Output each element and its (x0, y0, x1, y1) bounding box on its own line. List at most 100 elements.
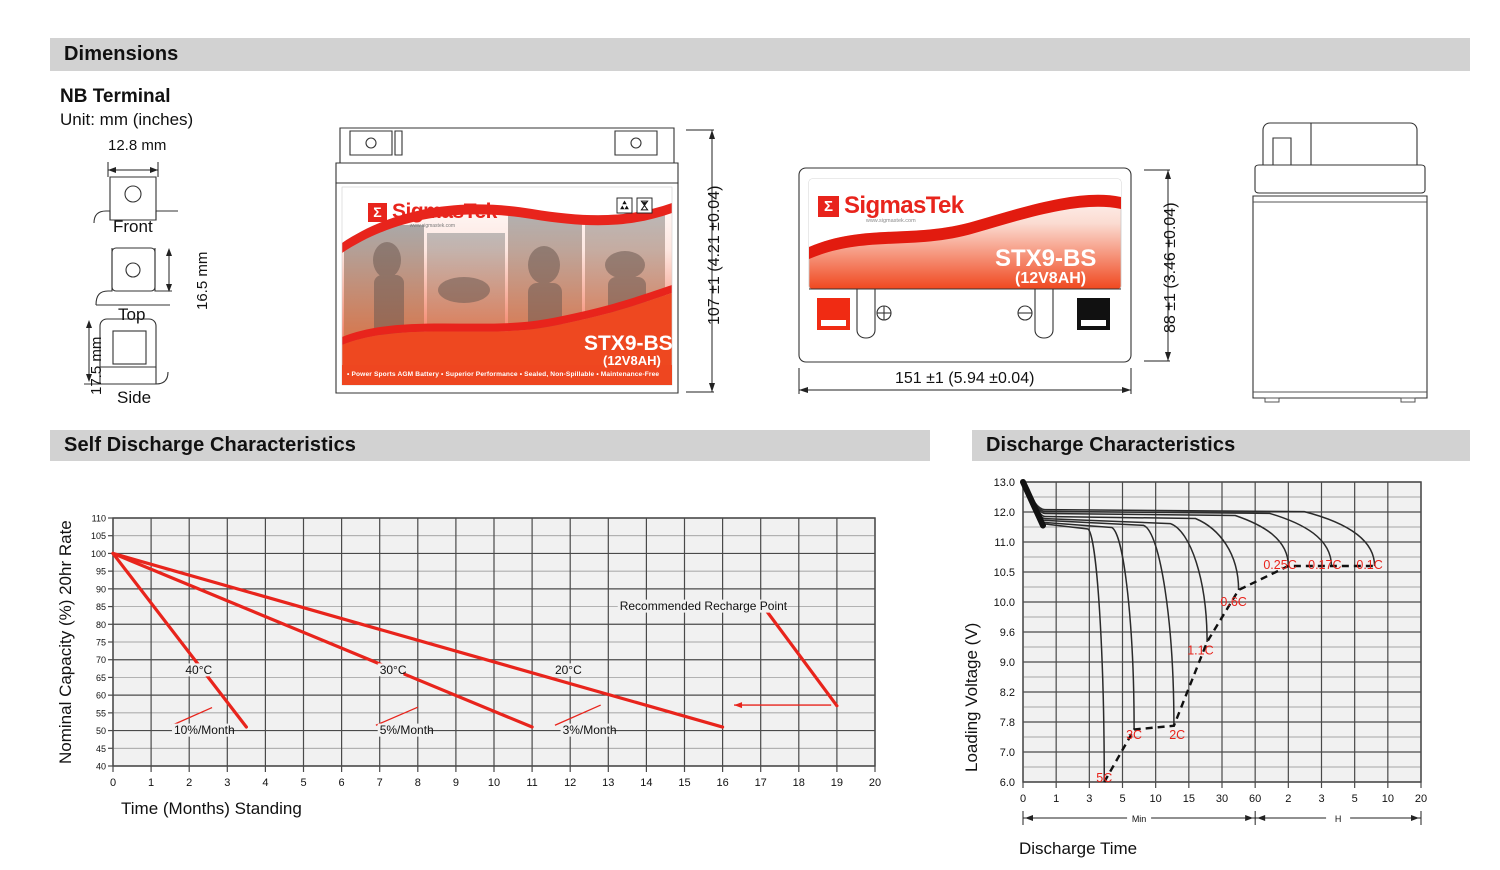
battery-end-view (1245, 120, 1435, 405)
x-tick-label: 3 (1318, 793, 1324, 805)
y-tick-label: 9.0 (1000, 657, 1015, 669)
discharge-title: Discharge Characteristics (986, 434, 1236, 456)
series-line-RecommendedRechargePoint (759, 601, 839, 708)
y-tick-label: 13.0 (994, 477, 1015, 489)
c-rate-label-0_1C: 0.1C (1356, 558, 1382, 572)
x-tick-label: 17 (755, 777, 767, 789)
unit-note: Unit: mm (inches) (60, 110, 194, 129)
y-tick-label: 45 (96, 744, 106, 754)
terminal-width-label: 12.8 mm (108, 137, 167, 154)
terminal-front-label: Front (113, 217, 153, 236)
terminal-drawings (60, 135, 290, 415)
terminal-front-view (93, 176, 178, 224)
x-tick-label: 5 (1119, 793, 1125, 805)
x-tick-label: 10 (1382, 793, 1394, 805)
y-tick-label: 40 (96, 762, 106, 772)
y-tick-label: 9.6 (1000, 627, 1015, 639)
sigma-logo-mark-side: Σ (818, 195, 839, 217)
y-tick-label: 55 (96, 708, 106, 718)
svg-text:3%/Month: 3%/Month (563, 723, 617, 737)
chart-annotation: 20°C (552, 663, 582, 677)
x-tick-label: 5 (1352, 793, 1358, 805)
x-axis-title: Time (Months) Standing (121, 799, 302, 818)
terminal-height-dim (166, 248, 172, 292)
series-line-40C (111, 551, 248, 729)
depth-dimension-label: 88 ±1 (3.46 ±0.04) (1162, 202, 1179, 333)
chart-annotation: 10%/Month (171, 723, 235, 737)
x-tick-label: 19 (831, 777, 843, 789)
x-tick-label: 18 (793, 777, 805, 789)
y-tick-label: 6.0 (1000, 777, 1015, 789)
length-dimension-line (795, 368, 1135, 396)
series-line-30C (111, 551, 534, 729)
terminal-height-label: 16.5 mm (194, 251, 211, 310)
x-tick-label: 30 (1216, 793, 1228, 805)
brand-name: SigmasTek (392, 200, 497, 223)
side-model-spec: (12V8AH) (1015, 270, 1087, 287)
depth-dimension-line (1144, 167, 1174, 365)
self-discharge-chart: 40 45 50 55 60 65 70 75 80 85 90 95 100 105 110 0 1 2 3 4 5 6… (55, 500, 935, 830)
brand-website: www.sigmastek.com (409, 223, 456, 229)
x-tick-label: 16 (716, 777, 728, 789)
front-brand-lockup: Σ SigmasTek www.sigmastek.com (368, 200, 497, 229)
y-axis-title: Loading Voltage (V) (962, 623, 981, 772)
annotation-leader (554, 704, 601, 726)
svg-text:5%/Month: 5%/Month (380, 723, 434, 737)
front-features-strip: • Power Sports AGM Battery • Superior Pe… (347, 371, 660, 378)
x-tick-label: 6 (339, 777, 345, 789)
terminal-side-view (84, 318, 169, 385)
nb-terminal-heading: NB Terminal (60, 86, 171, 107)
y-tick-label: 110 (92, 514, 106, 524)
battery-side-view (795, 165, 1135, 365)
c-rate-label-0_25C: 0.25C (1263, 558, 1296, 572)
battery-front-view (332, 125, 682, 400)
front-label-icons (616, 197, 653, 214)
capacity-envelope (1103, 564, 1375, 783)
annotation-leader (171, 706, 213, 726)
y-tick-label: 50 (96, 726, 106, 736)
sigma-glyph: Σ (373, 204, 382, 220)
x-tick-label: 3 (1086, 793, 1092, 805)
x-tick-label: 9 (453, 777, 459, 789)
terminal-width-dim (107, 162, 159, 177)
y-tick-label: 8.2 (1000, 687, 1015, 699)
y-tick-label: 10.5 (994, 567, 1015, 579)
side-model-name: STX9-BS (995, 245, 1097, 272)
x-tick-label: 12 (564, 777, 576, 789)
front-model-spec: (12V8AH) (603, 353, 661, 368)
x-tick-label: 20 (869, 777, 881, 789)
series-line-20C (111, 551, 725, 729)
length-dimension-label: 151 ±1 (5.94 ±0.04) (895, 370, 1035, 387)
height-dimension-label: 107 ±1 (4.21 ±0.04) (706, 185, 723, 325)
x-tick-label: 0 (1020, 793, 1026, 805)
chart-annotation: Recommended Recharge Point (617, 599, 788, 613)
y-tick-label: 12.0 (994, 507, 1015, 519)
svg-text:10%/Month: 10%/Month (174, 723, 235, 737)
origin-cluster (1020, 479, 1046, 529)
dimensions-title: Dimensions (64, 43, 179, 65)
side-brand-lockup: Σ SigmasTek www.sigmastek.com (818, 192, 964, 224)
terminal-depth-dim (86, 320, 92, 382)
dimensions-section-header: Dimensions (50, 38, 1470, 71)
y-tick-label: 90 (96, 584, 106, 594)
x-axis-title: Discharge Time (1019, 839, 1137, 858)
x-tick-label: 15 (1183, 793, 1195, 805)
chart-annotation: 30°C (377, 663, 407, 677)
x-tick-label: 11 (526, 777, 537, 789)
brand-name-side: SigmasTek (844, 192, 964, 219)
sigma-logo-mark: Σ (368, 202, 387, 222)
y-tick-label: 60 (96, 691, 106, 701)
x-tick-label: 2 (186, 777, 192, 789)
y-axis-title: Nominal Capacity (%) 20hr Rate (56, 520, 75, 764)
height-dimension-line (686, 127, 718, 395)
svg-text:30°C: 30°C (380, 663, 407, 677)
y-tick-label: 100 (91, 549, 106, 559)
self-discharge-title: Self Discharge Characteristics (64, 434, 357, 456)
c-rate-label-0_17C: 0.17C (1308, 558, 1341, 572)
x-tick-label: 4 (262, 777, 268, 789)
brand-website-side: www.sigmastek.com (865, 218, 916, 224)
terminal-side-label: Side (117, 388, 152, 407)
x-tick-label: 14 (640, 777, 652, 789)
x-group-label: H (1335, 814, 1342, 824)
y-tick-label: 10.0 (994, 597, 1015, 609)
